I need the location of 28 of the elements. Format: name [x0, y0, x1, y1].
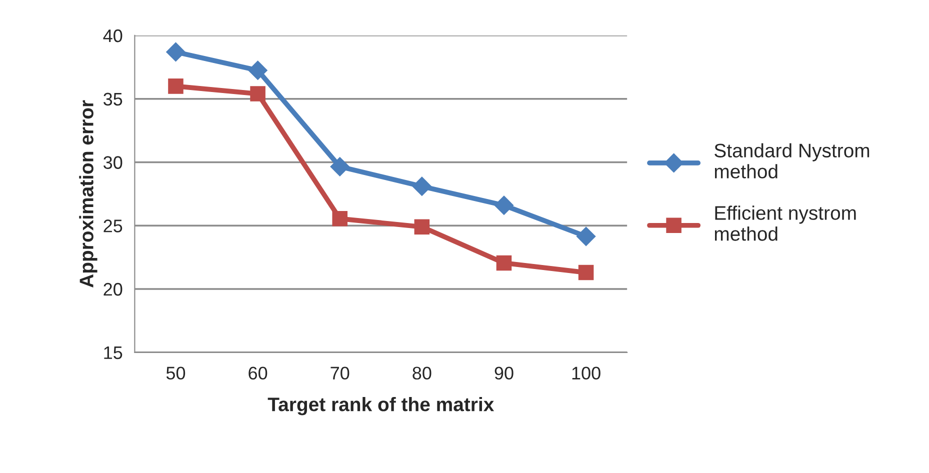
x-axis-title: Target rank of the matrix	[268, 396, 494, 416]
x-tick-label: 70	[330, 366, 350, 380]
point	[496, 255, 512, 271]
x-tick-label: 90	[494, 366, 514, 380]
y-tick-label: 40	[103, 29, 122, 42]
legend-label: Standard Nystrom method	[714, 143, 870, 178]
x-tick-label: 50	[166, 366, 186, 380]
x-tick-label: 80	[412, 366, 432, 380]
point	[166, 42, 186, 62]
point	[576, 226, 596, 246]
point	[578, 264, 594, 280]
y-tick-label: 35	[104, 92, 122, 106]
point	[250, 86, 266, 102]
point	[412, 176, 432, 196]
legend-label: Efficient nystrom method	[714, 206, 856, 241]
point	[494, 196, 514, 216]
point	[330, 156, 350, 176]
point	[248, 60, 268, 80]
x-tick-label: 100	[572, 366, 600, 380]
y-tick-label: 20	[104, 282, 122, 296]
y-tick-label: 30	[104, 156, 122, 169]
y-tick-label: 25	[104, 220, 122, 232]
y-tick-label: 15	[104, 346, 122, 360]
point	[414, 219, 430, 235]
x-tick-label: 60	[248, 366, 268, 380]
point	[332, 211, 348, 226]
y-axis-title: Approximation error	[79, 100, 98, 288]
point	[168, 78, 184, 94]
